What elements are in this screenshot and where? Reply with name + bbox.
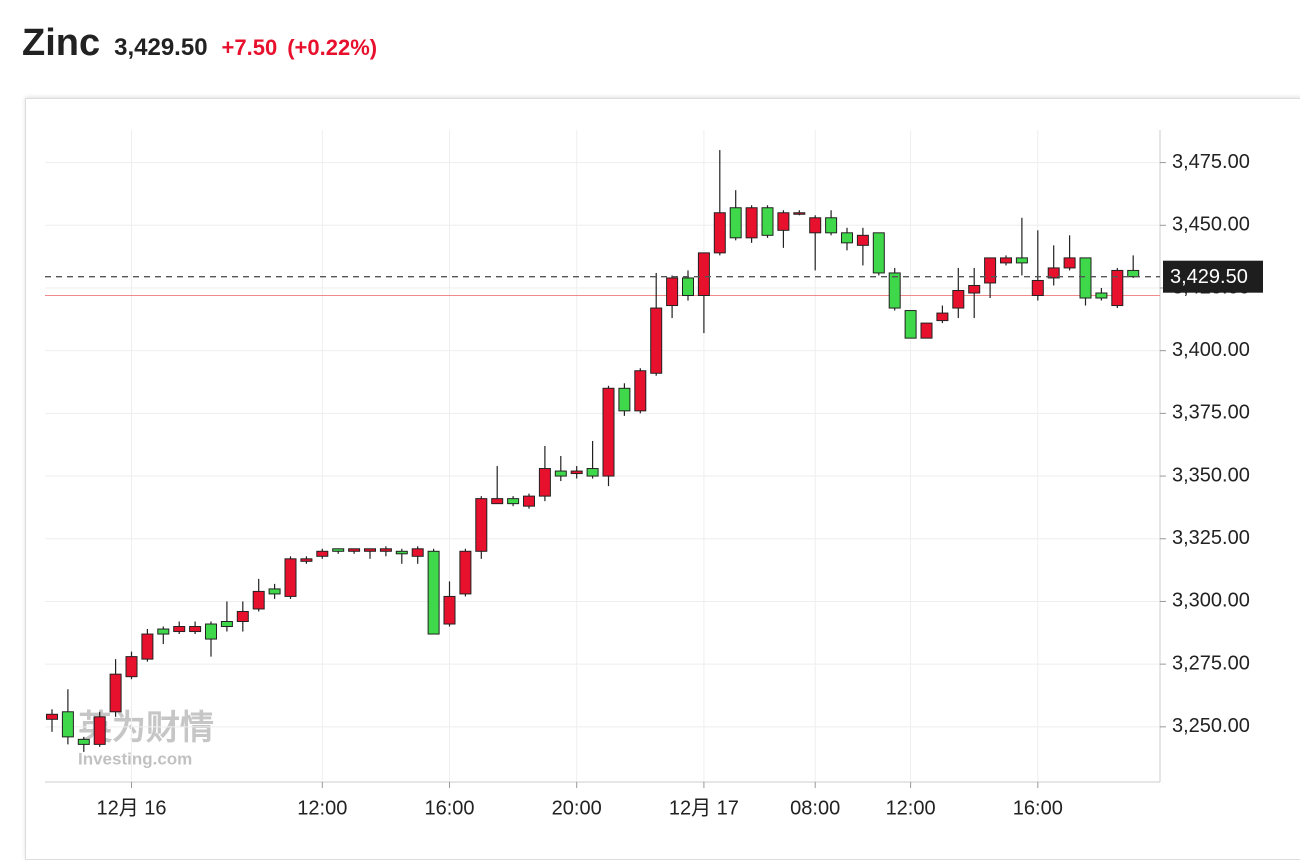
candle-body — [141, 633, 154, 660]
y-tick-label: 3,375.00 — [1172, 402, 1250, 424]
candle-body — [713, 212, 726, 254]
candle-body — [856, 234, 869, 246]
y-tick-label: 3,325.00 — [1172, 527, 1250, 549]
candle-body — [952, 289, 965, 309]
candle-body — [173, 626, 186, 633]
candle-body — [268, 588, 281, 595]
candle-body — [745, 207, 758, 239]
candle-body — [252, 590, 265, 610]
x-tick-label: 08:00 — [790, 797, 840, 819]
candle-body — [332, 548, 345, 552]
candle-body — [1127, 269, 1140, 278]
candle-body — [1079, 257, 1092, 299]
candle-body — [316, 550, 329, 557]
candle-body — [395, 550, 408, 555]
x-tick-label: 20:00 — [552, 797, 602, 819]
candle-body — [443, 595, 456, 625]
candle-body — [1063, 257, 1076, 269]
candle-body — [475, 498, 488, 552]
candle-body — [1047, 267, 1060, 279]
candle-body — [697, 252, 710, 297]
candle-body — [1015, 257, 1028, 264]
candle-body — [777, 212, 790, 231]
candle-body — [189, 626, 202, 633]
candle-body — [888, 272, 901, 309]
header: Zinc 3,429.50 +7.50 (+0.22%) — [22, 22, 377, 65]
candle-body — [554, 470, 567, 477]
candle-body — [968, 284, 981, 294]
candle-body — [1031, 279, 1044, 297]
candle-body — [984, 257, 997, 284]
candle-body — [411, 548, 424, 557]
candle-body — [1000, 257, 1012, 264]
grid — [45, 130, 1160, 782]
y-tick-label: 3,475.00 — [1172, 151, 1250, 173]
candle-body — [602, 387, 615, 477]
candle-body — [872, 232, 885, 274]
candle-body — [364, 548, 376, 552]
candle-body — [284, 558, 297, 597]
candle-body — [666, 277, 679, 307]
x-tick-label: 12:00 — [297, 797, 347, 819]
y-tick-label: 3,350.00 — [1172, 464, 1250, 486]
candle-body — [1111, 269, 1124, 307]
title: Zinc — [22, 22, 101, 64]
candle-body — [427, 550, 440, 635]
candle-body — [348, 548, 361, 552]
last-price-label: 3,429.50 — [1170, 266, 1248, 288]
candle-body — [379, 548, 392, 552]
candle-body — [570, 470, 583, 475]
candle-body — [93, 716, 106, 745]
candle-body — [157, 628, 170, 635]
candle-body — [46, 713, 58, 720]
x-tick-label: 12月 16 — [96, 797, 166, 819]
change: +7.50 — [221, 35, 278, 60]
candle-body — [729, 207, 742, 239]
candle-body — [682, 277, 694, 297]
candle-body — [841, 232, 853, 244]
y-tick-label: 3,450.00 — [1172, 214, 1250, 236]
candle-body — [459, 550, 472, 595]
candle-body — [109, 673, 122, 713]
candle-body — [125, 656, 138, 678]
x-tick-label: 12:00 — [886, 797, 936, 819]
candle-body — [650, 307, 663, 374]
x-tick-label: 16:00 — [424, 797, 474, 819]
candle-body — [586, 468, 599, 477]
candle-body — [61, 711, 74, 738]
candle-body — [205, 623, 217, 640]
candle-body — [1095, 292, 1108, 299]
y-tick-label: 3,250.00 — [1172, 715, 1250, 737]
chart: 英为财情 Investing.com 3,250.003,275.003,300… — [45, 130, 1263, 819]
y-tick-label: 3,275.00 — [1172, 652, 1250, 674]
x-tick-label: 16:00 — [1013, 797, 1063, 819]
candle-body — [523, 495, 535, 507]
candle-body — [793, 212, 806, 215]
candle-body — [538, 468, 551, 497]
change-pct: (+0.22%) — [287, 35, 378, 60]
price: 3,429.50 — [114, 34, 208, 61]
candle-body — [77, 738, 90, 745]
candle-body — [825, 217, 838, 234]
candle-body — [507, 498, 520, 505]
page: Zinc 3,429.50 +7.50 (+0.22%) 英为财情 Invest… — [22, 22, 1300, 860]
x-tick-label: 12月 17 — [669, 797, 739, 819]
candle-body — [904, 310, 917, 339]
y-tick-label: 3,400.00 — [1172, 339, 1250, 361]
candle-body — [300, 558, 313, 562]
candle-body — [491, 498, 504, 505]
candle-body — [220, 621, 233, 628]
candle-body — [236, 610, 249, 623]
y-tick-label: 3,300.00 — [1172, 590, 1250, 612]
candle-body — [809, 217, 822, 234]
last-price-box — [1163, 260, 1263, 293]
candle-body — [618, 387, 631, 412]
candle-body — [936, 312, 949, 322]
candle-body — [761, 207, 774, 236]
candle-body — [634, 370, 647, 412]
watermark-site: Investing.com — [78, 749, 192, 768]
candle-body — [920, 322, 933, 339]
